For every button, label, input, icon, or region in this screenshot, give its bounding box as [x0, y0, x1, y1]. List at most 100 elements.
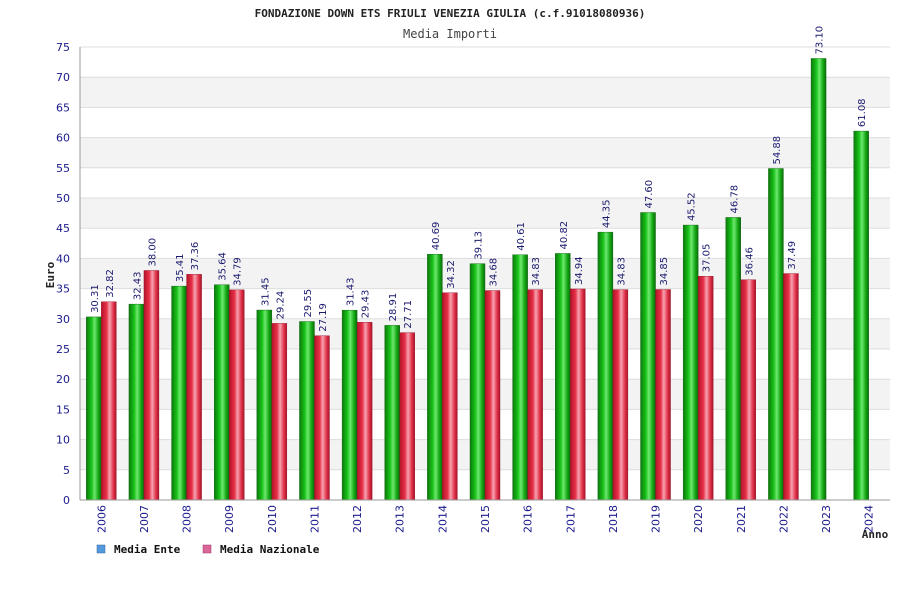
bar-media-nazionale-2006	[101, 301, 117, 501]
value-label: 38.00	[147, 238, 158, 267]
x-tick-label: 2007	[138, 505, 151, 533]
value-label: 45.52	[687, 192, 698, 221]
bar-media-ente-2017	[555, 253, 571, 501]
x-tick-label: 2017	[564, 505, 577, 533]
value-label: 39.13	[474, 231, 485, 260]
value-label: 34.68	[489, 258, 500, 287]
value-label: 37.49	[787, 241, 798, 270]
x-tick-label: 2019	[650, 505, 663, 533]
plot-band	[80, 228, 890, 259]
value-label: 34.83	[531, 257, 542, 286]
y-tick-label: 15	[56, 403, 70, 416]
bar-media-ente-2006	[86, 316, 102, 501]
value-label: 36.46	[744, 247, 755, 276]
bars	[86, 58, 869, 501]
bar-media-nazionale-2015	[484, 290, 501, 501]
plot-band	[80, 47, 890, 78]
x-tick-label: 2021	[735, 505, 748, 533]
bar-media-ente-2016	[512, 254, 528, 501]
bar-media-nazionale-2011	[314, 335, 330, 501]
bar-media-ente-2011	[299, 321, 315, 501]
bar-media-ente-2009	[214, 284, 230, 501]
value-label: 73.10	[815, 26, 826, 55]
bar-media-ente-2014	[427, 254, 443, 501]
x-tick-label: 2008	[181, 505, 194, 533]
bar-media-nazionale-2017	[570, 288, 586, 501]
value-label: 46.78	[729, 185, 740, 214]
bar-media-nazionale-2019	[655, 289, 671, 501]
value-label: 40.61	[516, 222, 527, 251]
value-label: 44.35	[601, 199, 612, 228]
value-label: 30.31	[90, 284, 101, 313]
value-label: 31.45	[260, 277, 271, 306]
plot-band	[80, 167, 890, 198]
value-label: 34.85	[659, 257, 670, 286]
value-label: 29.55	[303, 289, 314, 318]
bar-media-nazionale-2008	[186, 274, 202, 501]
x-axis-label: Anno	[862, 528, 889, 541]
bar-media-nazionale-2012	[356, 322, 373, 501]
value-label: 54.88	[772, 136, 783, 165]
bar-media-ente-2012	[341, 309, 358, 501]
value-label: 27.19	[318, 303, 329, 332]
bar-media-nazionale-2013	[399, 332, 415, 501]
x-tick-labels: 2006 2007 2008 2009 2010 2011 2012 2013 2014 2015…	[95, 505, 875, 533]
value-label: 34.32	[446, 260, 457, 289]
y-tick-label: 30	[56, 313, 70, 326]
bar-media-nazionale-2010	[271, 323, 288, 501]
x-tick-label: 2018	[607, 505, 620, 533]
value-label: 37.05	[702, 244, 713, 273]
bar-media-ente-2013	[384, 325, 400, 501]
value-label: 35.41	[175, 253, 186, 282]
value-label: 61.08	[857, 98, 868, 127]
bar-media-ente-2008	[171, 285, 187, 501]
value-label: 35.64	[218, 252, 229, 281]
y-tick-label: 55	[56, 162, 70, 175]
bar-media-nazionale-2007	[143, 270, 160, 501]
bar-media-ente-2021	[725, 217, 741, 501]
bar-media-ente-2020	[682, 224, 699, 501]
x-tick-label: 2006	[95, 505, 108, 533]
value-label: 28.91	[388, 293, 399, 322]
legend-label-media-ente: Media Ente	[114, 543, 181, 556]
value-label: 29.43	[361, 290, 372, 319]
legend-swatch-media-nazionale	[202, 544, 212, 554]
bar-media-ente-2023	[810, 58, 827, 501]
x-tick-label: 2014	[436, 505, 449, 533]
bar-media-nazionale-2018	[612, 289, 629, 501]
value-label: 34.94	[574, 256, 585, 285]
plot-band	[80, 137, 890, 168]
value-label: 47.60	[644, 180, 655, 209]
bar-media-nazionale-2021	[740, 279, 756, 501]
y-tick-label: 40	[56, 252, 70, 265]
y-axis-label: Euro	[44, 261, 57, 288]
plot-band	[80, 198, 890, 229]
bar-media-nazionale-2020	[697, 276, 714, 501]
y-tick-label: 0	[63, 494, 70, 507]
y-tick-label: 25	[56, 343, 70, 356]
value-label: 34.83	[616, 257, 627, 286]
x-tick-label: 2015	[479, 505, 492, 533]
y-tick-label: 20	[56, 373, 70, 386]
bar-media-nazionale-2022	[783, 273, 799, 501]
legend-label-media-nazionale: Media Nazionale	[220, 543, 320, 556]
y-tick-label: 75	[56, 41, 70, 54]
bar-media-nazionale-2014	[442, 292, 458, 501]
plot-band	[80, 107, 890, 138]
value-label: 34.79	[233, 257, 244, 286]
bar-media-nazionale-2016	[527, 289, 543, 501]
bar-media-ente-2022	[768, 168, 784, 501]
bar-media-ente-2015	[469, 263, 486, 501]
bar-media-ente-2007	[128, 303, 145, 501]
value-label: 32.43	[132, 271, 143, 300]
bar-media-ente-2018	[597, 231, 614, 501]
value-labels: 30.31 32.82 32.43 38.00 35.41 37.36 35.64 34.79…	[90, 26, 868, 332]
chart-title: FONDAZIONE DOWN ETS FRIULI VENEZIA GIULI…	[255, 7, 646, 20]
value-label: 37.36	[190, 242, 201, 271]
value-label: 32.82	[105, 269, 116, 298]
x-tick-label: 2009	[223, 505, 236, 533]
chart-subtitle: Media Importi	[403, 27, 497, 41]
bar-media-ente-2010	[256, 309, 273, 501]
value-label: 29.24	[275, 291, 286, 320]
